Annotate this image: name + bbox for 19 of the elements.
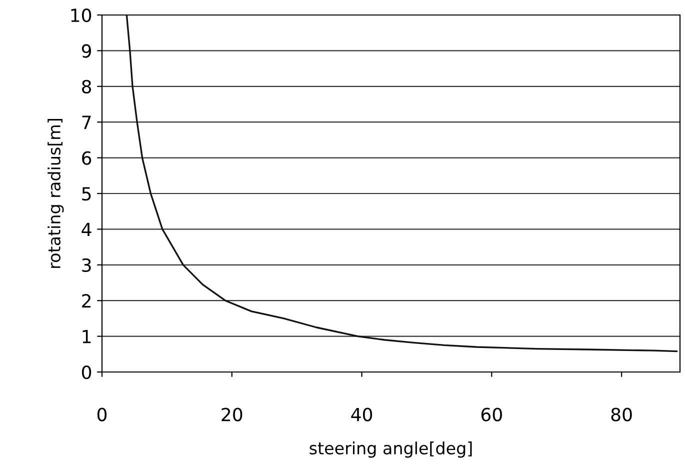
y-tick-label: 9: [82, 44, 92, 58]
x-tick-label: 40: [351, 408, 372, 422]
y-tick-label: 7: [82, 116, 91, 129]
x-tick-label: 80: [611, 408, 632, 422]
x-tick-label: 20: [222, 408, 242, 422]
y-tick-label: 1: [82, 330, 91, 344]
y-tick-label: 5: [82, 187, 91, 201]
y-tick-label: 2: [82, 294, 90, 308]
y-tick-label: 4: [82, 222, 92, 236]
line-series: [126, 15, 678, 352]
y-tick-label: 8: [82, 80, 92, 94]
y-tick-label: 10: [71, 8, 92, 22]
x-axis-title: steering angle[deg]: [310, 442, 472, 458]
y-tick-label: 3: [82, 258, 91, 272]
x-tick-label: 0: [97, 408, 107, 422]
y-tick-label: 6: [82, 151, 92, 165]
x-tick-label: 60: [481, 408, 502, 422]
y-tick-label: 0: [82, 365, 92, 380]
y-axis-title: rotating radius[m]: [48, 119, 64, 268]
